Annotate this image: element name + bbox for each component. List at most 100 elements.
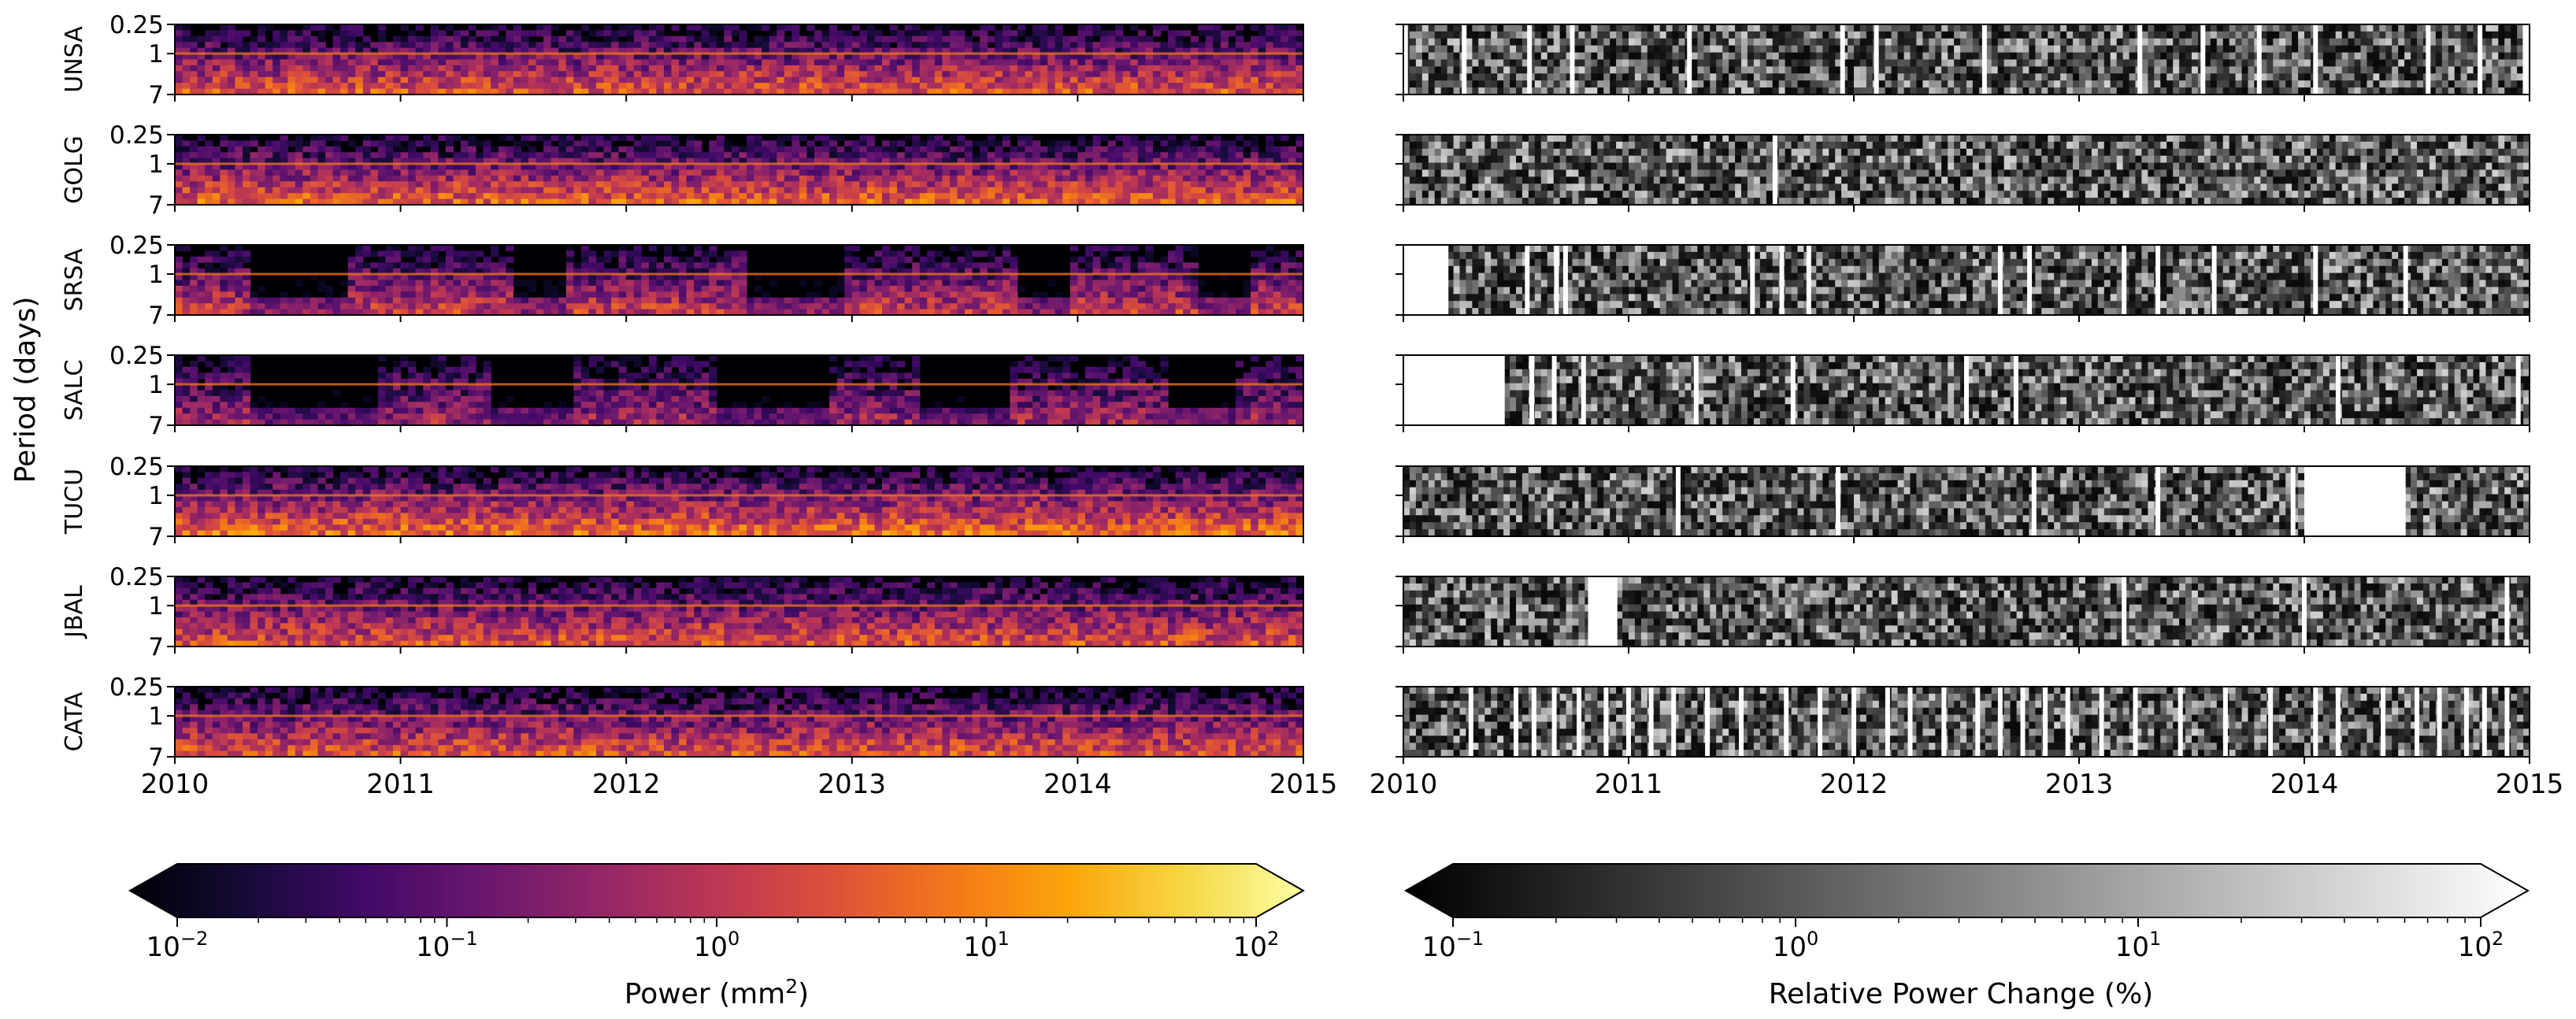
- power-cell: [213, 71, 221, 77]
- power-cell: [333, 176, 341, 182]
- power-cell: [272, 30, 280, 36]
- power-cell: [1213, 140, 1221, 146]
- power-cell: [190, 257, 198, 263]
- power-cell: [325, 170, 333, 176]
- power-cell: [1244, 187, 1251, 194]
- power-cell: [318, 42, 326, 48]
- power-cell: [950, 65, 958, 72]
- power-cell: [1115, 303, 1123, 309]
- power-cell: [973, 65, 980, 72]
- power-cell: [784, 303, 792, 309]
- power-cell: [588, 181, 596, 187]
- power-cell: [1258, 30, 1266, 36]
- power-cell: [213, 77, 221, 83]
- power-cell: [333, 152, 341, 158]
- power-cell: [814, 60, 822, 66]
- power-cell: [859, 42, 867, 48]
- power-cell: [717, 291, 725, 298]
- power-cell: [340, 187, 348, 194]
- power-cell: [762, 24, 769, 31]
- power-cell: [513, 36, 521, 43]
- power-cell: [649, 280, 657, 287]
- power-cell: [536, 71, 544, 77]
- power-cell: [799, 298, 807, 304]
- power-cell: [747, 181, 754, 187]
- power-cell: [393, 146, 401, 153]
- power-cell: [890, 140, 898, 146]
- power-cell: [1153, 170, 1161, 176]
- power-cell: [732, 30, 739, 36]
- power-cell: [205, 291, 213, 298]
- power-cell: [431, 391, 439, 397]
- power-cell: [920, 193, 928, 199]
- power-cell: [1108, 291, 1116, 298]
- power-cell: [416, 176, 424, 182]
- power-cell: [363, 176, 371, 182]
- power-cell: [649, 65, 657, 72]
- power-cell: [1085, 286, 1093, 292]
- power-cell: [491, 187, 499, 194]
- power-cell: [950, 291, 958, 298]
- power-cell: [829, 298, 837, 304]
- power-cell: [348, 291, 356, 298]
- power-cell: [190, 361, 198, 367]
- power-cell: [942, 303, 950, 309]
- power-cell: [588, 170, 596, 176]
- power-cell: [258, 24, 265, 31]
- power-cell: [754, 193, 762, 199]
- power-cell: [333, 36, 341, 43]
- power-cell: [829, 71, 837, 77]
- power-cell: [694, 140, 702, 146]
- power-cell: [1123, 280, 1131, 287]
- power-cell: [243, 140, 250, 146]
- power-cell: [875, 187, 883, 194]
- power-cell: [355, 65, 363, 72]
- power-cell: [1191, 60, 1199, 66]
- power-cell: [897, 176, 905, 182]
- power-cell: [1191, 135, 1199, 141]
- power-cell: [935, 60, 943, 66]
- power-cell: [988, 65, 995, 72]
- power-cell: [724, 152, 732, 158]
- power-cell: [198, 170, 206, 176]
- power-cell: [1055, 170, 1063, 176]
- power-cell: [484, 361, 491, 367]
- power-cell: [724, 146, 732, 153]
- power-cell: [626, 83, 634, 89]
- power-cell: [491, 286, 499, 292]
- power-cell: [1093, 262, 1101, 269]
- power-cell: [980, 298, 988, 304]
- power-cell: [1108, 181, 1116, 187]
- power-cell: [656, 146, 664, 153]
- power-cell: [1288, 187, 1296, 194]
- power-cell: [393, 291, 401, 298]
- power-cell: [927, 170, 935, 176]
- power-cell: [491, 65, 499, 72]
- power-cell: [679, 60, 687, 66]
- power-cell: [1213, 60, 1221, 66]
- power-cell: [235, 65, 243, 72]
- power-cell: [762, 187, 769, 194]
- power-cell: [499, 65, 506, 72]
- power-cell: [265, 170, 273, 176]
- power-cell: [942, 286, 950, 292]
- power-cell: [1115, 152, 1123, 158]
- power-cell: [1062, 152, 1070, 158]
- power-cell: [581, 60, 589, 66]
- power-cell: [927, 36, 935, 43]
- power-cell: [243, 286, 250, 292]
- power-cell: [1161, 262, 1169, 269]
- power-cell: [386, 408, 394, 414]
- power-cell: [649, 30, 657, 36]
- power-cell: [198, 396, 206, 402]
- power-cell: [228, 361, 235, 367]
- power-cell: [423, 303, 431, 309]
- power-cell: [287, 176, 295, 182]
- power-cell: [506, 193, 513, 199]
- power-cell: [499, 408, 506, 414]
- power-cell: [1093, 135, 1101, 141]
- power-cell: [1017, 187, 1025, 194]
- power-cell: [626, 303, 634, 309]
- power-cell: [1244, 83, 1251, 89]
- power-cell: [1108, 83, 1116, 89]
